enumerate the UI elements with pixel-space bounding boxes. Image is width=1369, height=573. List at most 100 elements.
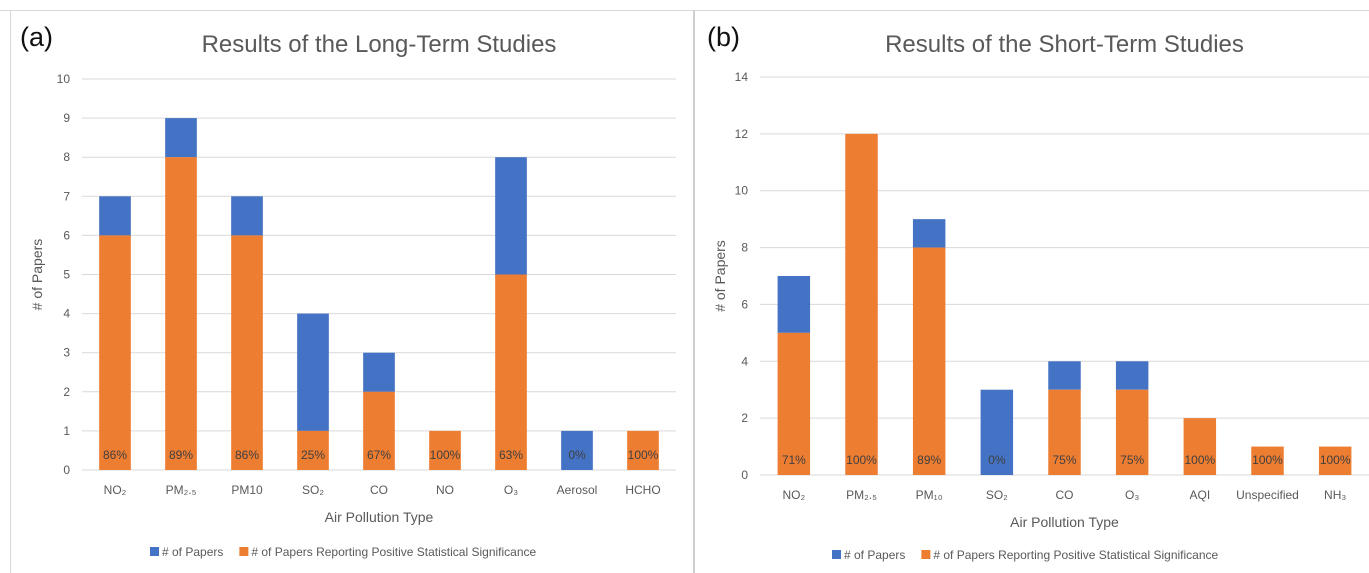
bar-papers-4 (1048, 361, 1081, 390)
bar-positive-7 (1251, 446, 1284, 475)
y-tick-label: 12 (735, 127, 749, 141)
chart-title: Results of the Long-Term Studies (202, 31, 557, 58)
y-tick-label: 8 (63, 150, 70, 164)
x-tick-label: NH₃ (1324, 488, 1346, 502)
y-tick-label: 2 (741, 411, 748, 425)
data-label: 71% (782, 453, 806, 467)
x-axis-title: Air Pollution Type (325, 509, 434, 525)
data-label: 25% (301, 448, 325, 462)
x-tick-label: CO (370, 483, 388, 497)
data-label: 67% (367, 448, 391, 462)
bar-positive-2 (231, 235, 263, 470)
bar-positive-6 (495, 274, 527, 470)
y-tick-label: 14 (735, 70, 749, 84)
data-label: 0% (988, 453, 1006, 467)
x-tick-label: NO₂ (782, 488, 805, 502)
x-tick-label: PM₂.₅ (846, 488, 877, 502)
legend-swatch-1 (239, 547, 249, 556)
bar-positive-0 (777, 332, 811, 475)
y-tick-label: 9 (63, 111, 70, 125)
x-tick-label: SO₂ (986, 488, 1008, 502)
y-tick-label: 0 (63, 463, 70, 477)
bar-papers-0 (777, 276, 811, 333)
legend-label-0: # of Papers (162, 545, 223, 559)
bar-positive-4 (1048, 389, 1081, 475)
data-label: 100% (628, 448, 659, 462)
chart-panel-long-term: (a) Results of the Long-Term Studies 0 1 2 3… (20, 22, 676, 559)
data-label: 89% (169, 448, 193, 462)
bar-papers-2 (231, 196, 263, 236)
x-tick-label: Aerosol (557, 483, 598, 497)
bar-positive-5 (429, 430, 461, 470)
y-tick-label: 8 (741, 241, 748, 255)
legend-label-1: # of Papers Reporting Positive Statistic… (251, 545, 536, 559)
frame-left-border (10, 10, 11, 573)
x-tick-label: Unspecified (1236, 488, 1299, 502)
bar-positive-4 (363, 391, 395, 470)
y-tick-label: 3 (63, 346, 70, 360)
data-label: 89% (917, 453, 941, 467)
bar-positive-0 (99, 235, 131, 470)
bar-papers-7 (561, 430, 593, 470)
x-tick-label: PM₂.₅ (166, 483, 197, 497)
bar-papers-2 (912, 219, 946, 248)
legend-swatch-0 (832, 550, 841, 559)
legend-label-1: # of Papers Reporting Positive Statistic… (933, 548, 1218, 562)
bar-positive-2 (912, 247, 946, 475)
panel-label-b: (b) (707, 22, 740, 52)
bar-positive-1 (845, 133, 878, 475)
x-tick-label: O₃ (504, 483, 518, 497)
bar-positive-6 (1183, 418, 1217, 475)
y-tick-label: 6 (63, 228, 70, 242)
y-tick-label: 5 (63, 268, 70, 282)
x-tick-label: O₃ (1125, 488, 1139, 502)
y-axis-title: # of Papers (712, 240, 728, 312)
data-label: 75% (1120, 453, 1144, 467)
bar-papers-6 (495, 157, 527, 275)
bar-papers-4 (363, 352, 395, 392)
y-tick-label: 1 (63, 424, 70, 438)
chart-title: Results of the Short-Term Studies (885, 31, 1244, 58)
bar-papers-1 (165, 118, 197, 158)
data-label: 100% (1320, 453, 1351, 467)
bar-positive-1 (165, 157, 197, 470)
legend-swatch-0 (150, 547, 159, 556)
x-tick-label: PM10 (231, 483, 263, 497)
y-tick-label: 0 (741, 468, 748, 482)
bar-positive-8 (1318, 446, 1352, 475)
legend-label-0: # of Papers (844, 548, 905, 562)
x-tick-label: AQI (1189, 488, 1210, 502)
x-tick-label: PM₁₀ (916, 488, 943, 502)
short-term-chart-svg: Results of the Short-Term Studies 0 2 4 6 8 10… (712, 31, 1369, 562)
y-tick-label: 2 (63, 385, 70, 399)
data-label: 86% (103, 448, 127, 462)
bar-positive-3 (297, 430, 329, 470)
y-tick-label: 6 (741, 297, 748, 311)
y-tick-label: 10 (735, 184, 749, 198)
data-label: 100% (1184, 453, 1215, 467)
bar-papers-3 (297, 313, 329, 431)
y-axis-title: # of Papers (29, 239, 45, 311)
data-label: 0% (568, 448, 586, 462)
x-axis-title: Air Pollution Type (1010, 514, 1119, 530)
panel-label-a: (a) (20, 22, 53, 52)
data-label: 100% (430, 448, 461, 462)
legend-swatch-1 (921, 550, 931, 559)
data-label: 100% (846, 453, 877, 467)
bar-papers-5 (1115, 361, 1149, 390)
y-tick-label: 4 (63, 307, 70, 321)
data-label: 63% (499, 448, 523, 462)
bar-positive-5 (1115, 389, 1149, 475)
chart-panel-short-term: (b) Results of the Short-Term Studies 0 2 4… (695, 0, 1369, 573)
bar-papers-3 (980, 389, 1014, 475)
x-tick-label: NO₂ (104, 483, 127, 497)
x-tick-label: SO₂ (302, 483, 324, 497)
long-term-chart-svg: Results of the Long-Term Studies01234567… (29, 31, 676, 559)
x-tick-label: NO (436, 483, 454, 497)
panel-divider (693, 10, 695, 573)
y-tick-label: 7 (63, 189, 70, 203)
data-label: 100% (1252, 453, 1283, 467)
frame-top-border (0, 10, 1369, 11)
bar-papers-0 (99, 196, 131, 236)
data-label: 75% (1052, 453, 1076, 467)
